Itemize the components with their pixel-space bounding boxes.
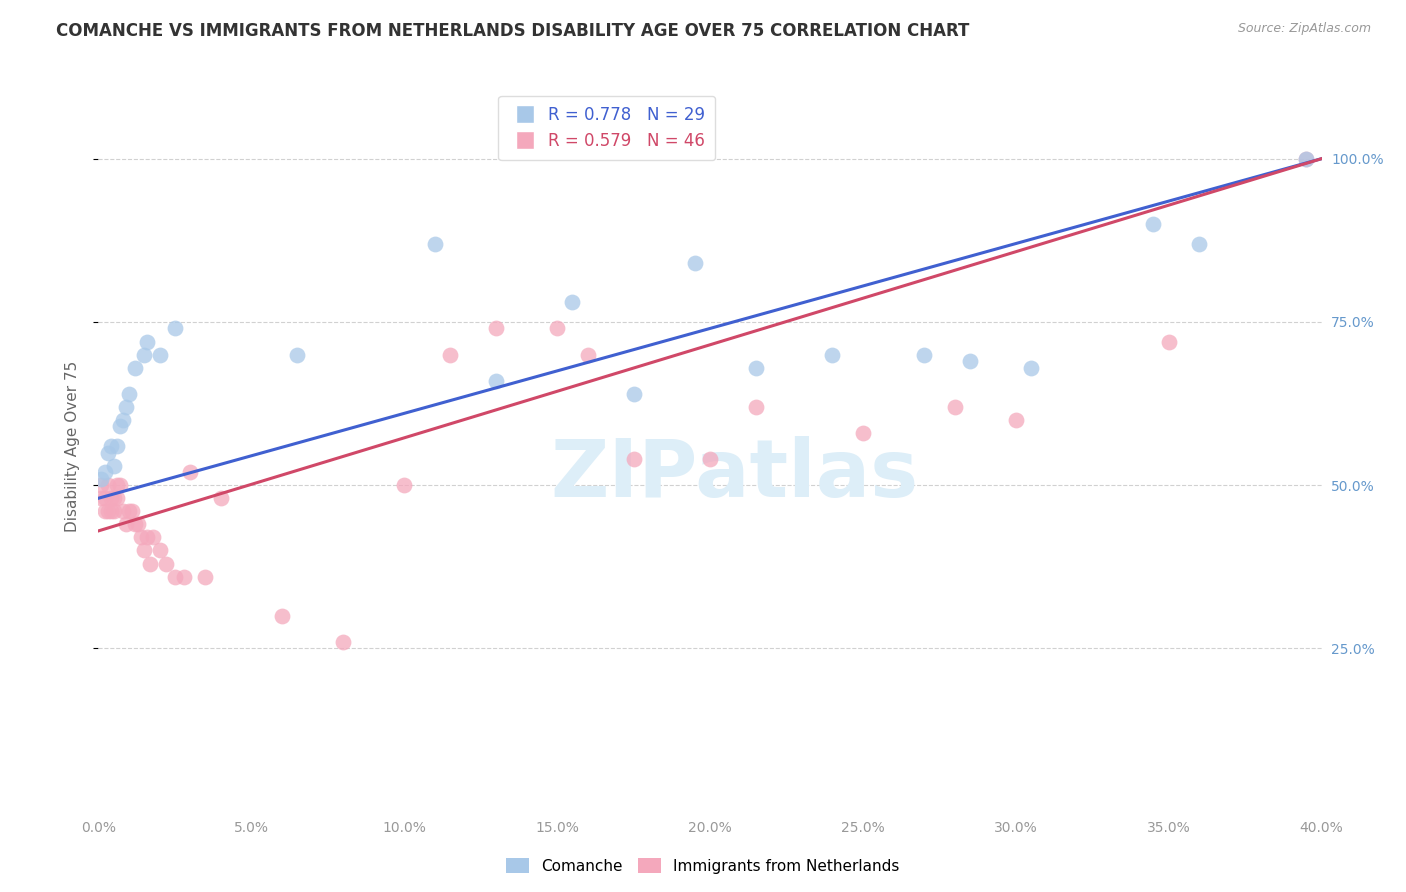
Point xyxy=(155,557,177,571)
Point xyxy=(134,348,156,362)
Point xyxy=(97,478,120,492)
Point xyxy=(959,354,981,368)
Point xyxy=(100,504,122,518)
Text: Source: ZipAtlas.com: Source: ZipAtlas.com xyxy=(1237,22,1371,36)
Point xyxy=(1142,217,1164,231)
Point xyxy=(485,321,508,335)
Point xyxy=(163,321,186,335)
Point xyxy=(179,465,201,479)
Point xyxy=(912,348,935,362)
Point xyxy=(576,348,599,362)
Legend: Comanche, Immigrants from Netherlands: Comanche, Immigrants from Netherlands xyxy=(501,852,905,880)
Point xyxy=(111,504,134,518)
Point xyxy=(173,569,195,583)
Point xyxy=(103,504,125,518)
Point xyxy=(485,374,508,388)
Point xyxy=(93,504,115,518)
Point xyxy=(115,400,138,414)
Point xyxy=(561,295,583,310)
Point xyxy=(1295,152,1317,166)
Point xyxy=(139,557,162,571)
Point xyxy=(127,517,149,532)
Point xyxy=(134,543,156,558)
Point xyxy=(1019,360,1042,375)
Point xyxy=(105,439,128,453)
Point xyxy=(821,348,844,362)
Point xyxy=(136,530,159,544)
Point xyxy=(332,635,354,649)
Point xyxy=(100,439,122,453)
Point xyxy=(1295,152,1317,166)
Point xyxy=(852,425,875,440)
Point xyxy=(683,256,706,270)
Point xyxy=(285,348,308,362)
Point xyxy=(149,543,172,558)
Point xyxy=(97,445,120,459)
Point xyxy=(129,530,152,544)
Point xyxy=(1004,413,1026,427)
Point xyxy=(439,348,461,362)
Point xyxy=(93,491,115,506)
Point xyxy=(118,386,141,401)
Point xyxy=(103,458,125,473)
Point xyxy=(699,452,721,467)
Legend: R = 0.778   N = 29, R = 0.579   N = 46: R = 0.778 N = 29, R = 0.579 N = 46 xyxy=(498,96,716,161)
Point xyxy=(149,348,172,362)
Point xyxy=(623,452,645,467)
Point xyxy=(1157,334,1180,349)
Point xyxy=(623,386,645,401)
Point xyxy=(93,465,115,479)
Point xyxy=(105,491,128,506)
Point xyxy=(90,472,112,486)
Point xyxy=(111,413,134,427)
Point xyxy=(90,491,112,506)
Text: COMANCHE VS IMMIGRANTS FROM NETHERLANDS DISABILITY AGE OVER 75 CORRELATION CHART: COMANCHE VS IMMIGRANTS FROM NETHERLANDS … xyxy=(56,22,970,40)
Point xyxy=(209,491,232,506)
Point xyxy=(392,478,416,492)
Point xyxy=(745,400,768,414)
Point xyxy=(136,334,159,349)
Point xyxy=(121,504,143,518)
Point xyxy=(90,478,112,492)
Point xyxy=(194,569,217,583)
Point xyxy=(108,419,131,434)
Point xyxy=(100,491,122,506)
Y-axis label: Disability Age Over 75: Disability Age Over 75 xyxy=(65,360,80,532)
Point xyxy=(142,530,165,544)
Point xyxy=(163,569,186,583)
Point xyxy=(270,608,292,623)
Point xyxy=(124,517,146,532)
Point xyxy=(124,360,146,375)
Point xyxy=(97,504,120,518)
Point xyxy=(118,504,141,518)
Point xyxy=(1188,236,1211,251)
Text: ZIPatlas: ZIPatlas xyxy=(550,436,918,515)
Point xyxy=(423,236,446,251)
Point xyxy=(105,478,128,492)
Point xyxy=(108,478,131,492)
Point xyxy=(103,491,125,506)
Point xyxy=(745,360,768,375)
Point xyxy=(546,321,568,335)
Point xyxy=(115,517,138,532)
Point xyxy=(943,400,966,414)
